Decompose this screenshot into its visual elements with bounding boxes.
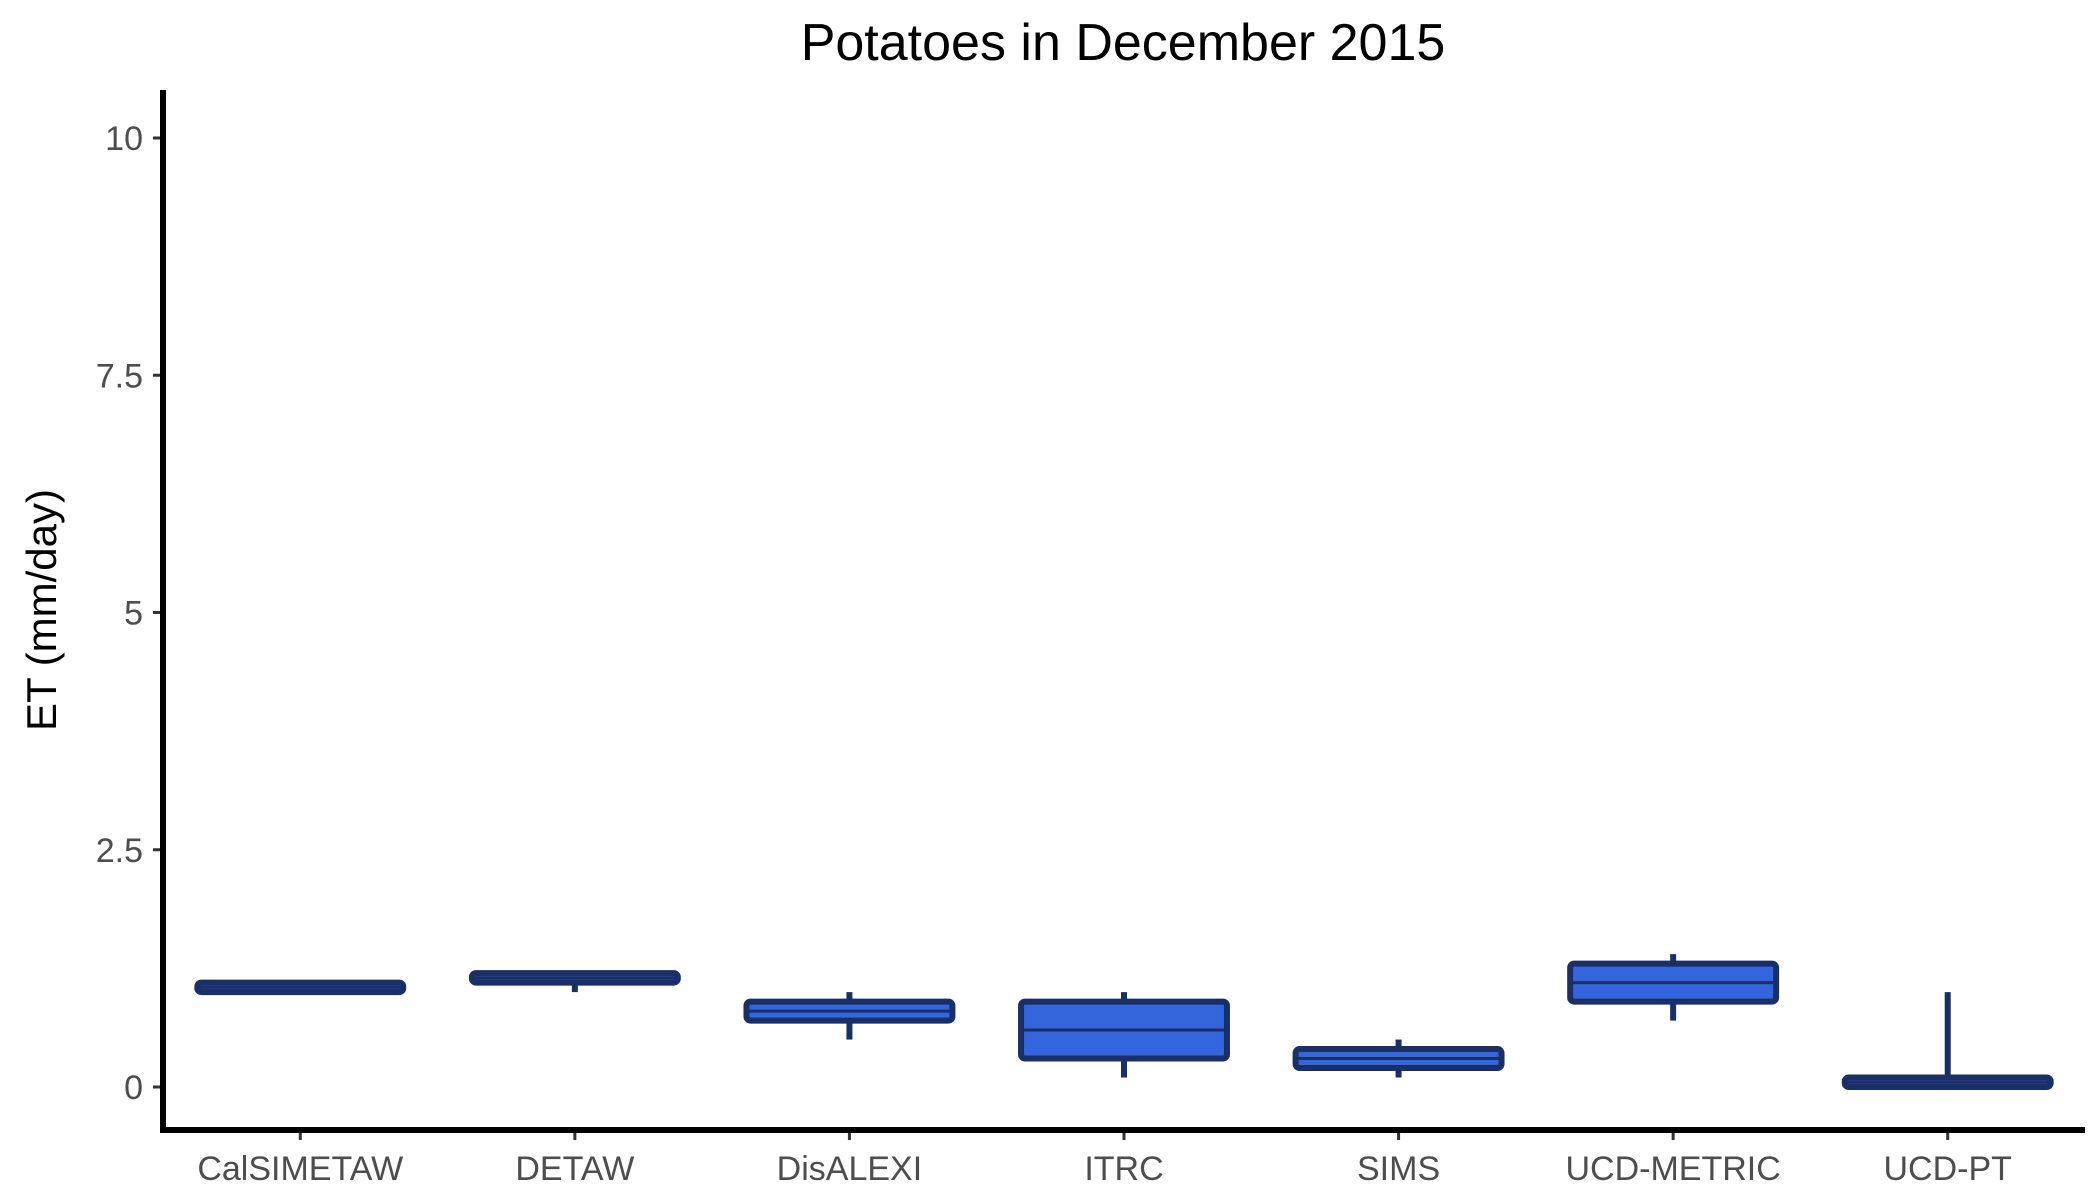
x-tick-label: CalSIMETAW [197, 1150, 403, 1188]
y-tick-label: 5 [124, 595, 143, 633]
x-tick-label: SIMS [1357, 1150, 1440, 1188]
y-axis-label: ET (mm/day) [18, 489, 65, 731]
x-tick-label: ITRC [1084, 1150, 1163, 1188]
y-tick-label: 0 [124, 1069, 143, 1107]
y-tick-label: 10 [105, 120, 143, 158]
y-tick-label: 7.5 [96, 357, 143, 395]
plot-area: 0 2.5 5 7.5 10 CalSIMETAW DETAW DisALEXI ITRC SIM… [96, 120, 2054, 1188]
x-tick-label: UCD-PT [1883, 1150, 2011, 1188]
chart-title: Potatoes in December 2015 [801, 14, 1446, 72]
x-tick-label: UCD-METRIC [1565, 1150, 1780, 1188]
x-tick-label: DisALEXI [777, 1150, 923, 1188]
x-tick-label: DETAW [515, 1150, 634, 1188]
y-tick-label: 2.5 [96, 832, 143, 870]
